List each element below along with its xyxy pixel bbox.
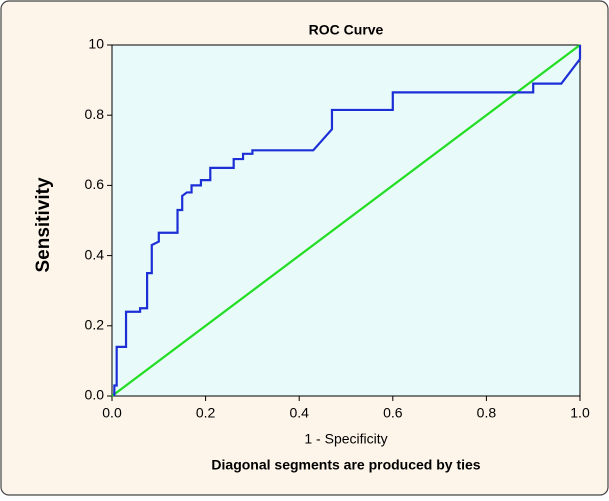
y-tick-label: 0.8	[85, 106, 105, 122]
y-tick-label: 0.0	[85, 387, 105, 403]
series-line	[111, 44, 581, 397]
y-tick-label: 0.4	[85, 246, 105, 262]
x-tick-label: 0.6	[383, 405, 403, 421]
series-line	[113, 45, 582, 396]
y-tick-label: 10	[88, 36, 104, 52]
y-tick-label: 0.6	[85, 176, 105, 192]
x-tick-label: 0.4	[289, 405, 309, 421]
y-axis-label: Sensitivity	[33, 177, 54, 272]
x-tick-label: 0.8	[477, 405, 497, 421]
x-tick-label: 0.0	[102, 405, 122, 421]
chart-title: ROC Curve	[309, 22, 384, 38]
annotation: Diagonal segments are produced by ties	[211, 457, 480, 473]
x-tick-label: 0.2	[196, 405, 216, 421]
y-tick-label: 0.2	[85, 317, 105, 333]
x-tick-label: 1.0	[570, 405, 590, 421]
x-axis-label: 1 - Specificity	[304, 431, 387, 447]
